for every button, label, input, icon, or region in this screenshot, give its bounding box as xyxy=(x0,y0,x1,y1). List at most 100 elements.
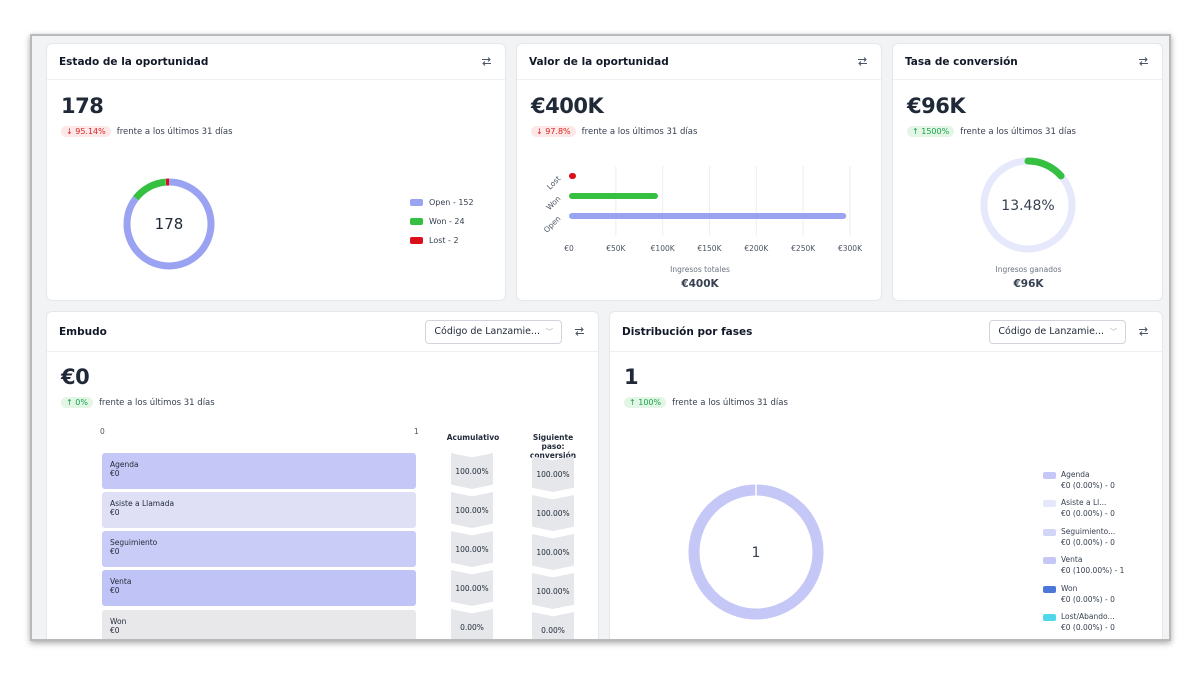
swap-icon[interactable] xyxy=(572,325,586,339)
next-cell: 0.00% xyxy=(532,612,574,639)
tasa-card: Tasa de conversión €96K ↑ 1500% frente a… xyxy=(892,43,1163,301)
phase-legend-item: Seguimiento... €0 (0.00%) - 0 xyxy=(1043,526,1115,548)
distribucion-card: Distribución por fases Código de Lanzami… xyxy=(609,311,1163,639)
tasa-header: Tasa de conversión xyxy=(893,44,1162,80)
funnel-stage[interactable]: Asiste a Llamada €0 xyxy=(102,492,416,528)
embudo-delta-badge: ↑ 0% xyxy=(61,397,93,408)
distribucion-title: Distribución por fases xyxy=(622,325,753,338)
distribucion-select[interactable]: Código de Lanzamie... ﹀ xyxy=(989,319,1126,344)
tasa-sub-value: €96K xyxy=(1013,278,1044,290)
x-tick-label: €250K xyxy=(791,244,816,253)
estado-value: 178 xyxy=(61,94,104,118)
estado-title: Estado de la oportunidad xyxy=(59,55,209,68)
estado-delta-badge: ↓ 95.14% xyxy=(61,126,111,137)
funnel-stage[interactable]: Seguimiento €0 xyxy=(102,531,416,567)
tasa-gauge: 13.48% xyxy=(980,157,1076,253)
x-tick-label: €300K xyxy=(838,244,863,253)
embudo-card: Embudo Código de Lanzamie... ﹀ €0 ↑ 0% fr… xyxy=(46,311,599,639)
donut-segment-lost xyxy=(123,178,215,270)
swap-icon[interactable] xyxy=(1136,325,1150,339)
funnel-stage[interactable]: Venta €0 xyxy=(102,570,416,606)
valor-delta: ↓ 97.8% frente a los últimos 31 días xyxy=(531,126,697,137)
legend-won: Won - 24 xyxy=(410,217,474,226)
next-cell: 100.00% xyxy=(532,456,574,492)
valor-title: Valor de la oportunidad xyxy=(529,55,669,68)
delta-text: frente a los últimos 31 días xyxy=(581,126,698,137)
next-cell: 100.00% xyxy=(532,573,574,609)
distribucion-donut: 1 xyxy=(688,484,824,620)
legend-lost: Lost - 2 xyxy=(410,236,474,245)
embudo-delta: ↑ 0% frente a los últimos 31 días xyxy=(61,397,215,408)
acum-cell: 100.00% xyxy=(451,492,493,528)
x-tick-label: €50K xyxy=(606,244,626,253)
x-tick-label: €200K xyxy=(744,244,769,253)
acum-cell: 100.00% xyxy=(451,531,493,567)
y-category-label: Open xyxy=(542,214,563,235)
estado-header: Estado de la oportunidad xyxy=(47,44,505,80)
swap-icon[interactable] xyxy=(1136,55,1150,69)
embudo-title: Embudo xyxy=(59,325,107,338)
next-cell: 100.00% xyxy=(532,534,574,570)
x-tick-label: €150K xyxy=(697,244,722,253)
estado-donut: 178 xyxy=(123,178,215,270)
funnel-axis-min: 0 xyxy=(100,427,105,436)
chevron-down-icon: ﹀ xyxy=(1110,327,1117,336)
dashboard-frame: Estado de la oportunidad 178 ↓ 95.14% fr… xyxy=(30,34,1171,641)
acum-cell: 100.00% xyxy=(451,570,493,606)
acum-cell: 100.00% xyxy=(451,453,493,489)
tasa-value: €96K xyxy=(907,94,966,118)
acum-cell: 0.00% xyxy=(451,609,493,639)
phase-legend-item: Lost/Abando... €0 (0.00%) - 0 xyxy=(1043,611,1115,633)
bar-open xyxy=(569,213,847,219)
swap-icon[interactable] xyxy=(479,55,493,69)
estado-delta: ↓ 95.14% frente a los últimos 31 días xyxy=(61,126,233,137)
funnel-stage[interactable]: Won €0 xyxy=(102,610,416,639)
x-tick-label: €0 xyxy=(564,244,574,253)
tasa-sub-label: Ingresos ganados xyxy=(995,265,1062,274)
funnel-axis-max: 1 xyxy=(414,427,419,436)
legend-open: Open - 152 xyxy=(410,198,474,207)
distribucion-delta: ↑ 100% frente a los últimos 31 días xyxy=(624,397,788,408)
valor-header: Valor de la oportunidad xyxy=(517,44,881,80)
embudo-select[interactable]: Código de Lanzamie... ﹀ xyxy=(425,319,562,344)
valor-xlabel: Ingresos totales xyxy=(670,265,730,274)
phase-legend-item: Asiste a Ll... €0 (0.00%) - 0 xyxy=(1043,497,1115,519)
delta-text: frente a los últimos 31 días xyxy=(98,397,215,408)
tasa-gauge-center: 13.48% xyxy=(1001,198,1054,214)
distribucion-donut-center: 1 xyxy=(752,545,761,561)
next-cell: 100.00% xyxy=(532,495,574,531)
delta-text: frente a los últimos 31 días xyxy=(960,126,1076,137)
delta-text: frente a los últimos 31 días xyxy=(116,126,233,137)
y-category-label: Lost xyxy=(545,174,562,191)
distribucion-value: 1 xyxy=(624,365,639,389)
phase-legend-item: Won €0 (0.00%) - 0 xyxy=(1043,583,1115,605)
tasa-gauge-arc xyxy=(980,157,1076,253)
bar-won xyxy=(569,193,658,199)
embudo-value: €0 xyxy=(61,365,90,389)
tasa-delta-badge: ↑ 1500% xyxy=(907,126,955,137)
col-acumulativo: Acumulativo xyxy=(446,433,500,442)
estado-card: Estado de la oportunidad 178 ↓ 95.14% fr… xyxy=(46,43,506,301)
valor-bar-chart: €0 €50K €100K €150K €200K €250K €300K Lost Won Op… xyxy=(542,166,863,253)
valor-total: €400K xyxy=(681,278,719,290)
phase-legend-item: Venta €0 (100.00%) - 1 xyxy=(1043,554,1124,576)
delta-text: frente a los últimos 31 días xyxy=(672,397,788,408)
embudo-header: Embudo Código de Lanzamie... ﹀ xyxy=(47,312,598,352)
bar-lost xyxy=(569,173,576,179)
distribucion-delta-badge: ↑ 100% xyxy=(624,397,667,408)
valor-delta-badge: ↓ 97.8% xyxy=(531,126,576,137)
valor-card: Valor de la oportunidad €400K ↓ 97.8% fr… xyxy=(516,43,882,301)
y-category-label: Won xyxy=(545,194,563,212)
tasa-delta: ↑ 1500% frente a los últimos 31 días xyxy=(907,126,1076,137)
chevron-down-icon: ﹀ xyxy=(546,327,553,336)
phase-legend-item: Agenda €0 (0.00%) - 0 xyxy=(1043,469,1115,491)
estado-donut-center: 178 xyxy=(155,215,184,233)
swap-icon[interactable] xyxy=(855,55,869,69)
valor-value: €400K xyxy=(531,94,604,118)
estado-legend: Open - 152 Won - 24 Lost - 2 xyxy=(410,198,474,255)
tasa-title: Tasa de conversión xyxy=(905,55,1018,68)
x-tick-label: €100K xyxy=(651,244,676,253)
distribucion-header: Distribución por fases Código de Lanzami… xyxy=(610,312,1162,352)
funnel-stage[interactable]: Agenda €0 xyxy=(102,453,416,489)
col-siguiente: Siguiente paso: conversión xyxy=(529,433,577,460)
